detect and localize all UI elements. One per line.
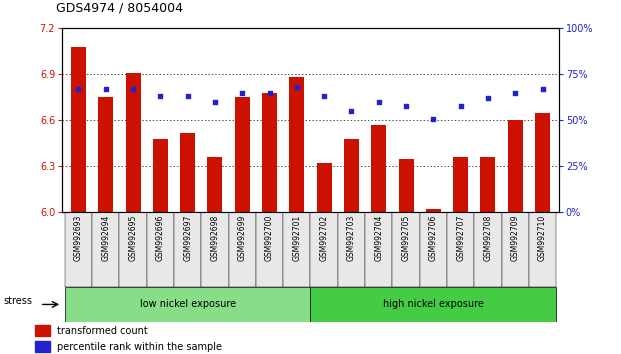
Bar [65, 287, 310, 322]
Bar [317, 163, 332, 212]
Bar [508, 120, 523, 212]
Text: low nickel exposure: low nickel exposure [140, 299, 236, 309]
Text: GSM992702: GSM992702 [320, 215, 329, 261]
Point [73, 86, 83, 92]
Point [538, 86, 548, 92]
Bar [310, 212, 338, 287]
Text: percentile rank within the sample: percentile rank within the sample [57, 342, 222, 352]
Bar [201, 212, 229, 287]
Bar [447, 212, 474, 287]
Text: GSM992706: GSM992706 [429, 215, 438, 261]
Point [510, 90, 520, 96]
Bar [256, 212, 283, 287]
Bar [338, 212, 365, 287]
Text: GSM992705: GSM992705 [402, 215, 410, 261]
Bar [98, 97, 113, 212]
Text: GSM992699: GSM992699 [238, 215, 247, 261]
Point [265, 90, 274, 96]
Point [155, 93, 165, 99]
Text: GSM992710: GSM992710 [538, 215, 547, 261]
Point [456, 103, 466, 108]
Bar [153, 139, 168, 212]
Bar [180, 133, 195, 212]
Bar [392, 212, 420, 287]
Bar [262, 93, 277, 212]
Text: GSM992707: GSM992707 [456, 215, 465, 261]
Text: GDS4974 / 8054004: GDS4974 / 8054004 [56, 1, 183, 14]
Text: transformed count: transformed count [57, 326, 148, 336]
Text: stress: stress [3, 296, 32, 306]
Text: GSM992693: GSM992693 [74, 215, 83, 261]
Point [292, 84, 302, 90]
Bar [474, 212, 502, 287]
Point [210, 99, 220, 105]
Bar [453, 157, 468, 212]
Bar [119, 212, 147, 287]
Point [128, 86, 138, 92]
Bar [502, 212, 529, 287]
Bar [529, 212, 556, 287]
Bar [92, 212, 119, 287]
Bar [35, 325, 50, 336]
Point [237, 90, 247, 96]
Bar [289, 78, 304, 212]
Text: GSM992695: GSM992695 [129, 215, 138, 261]
Bar [481, 157, 496, 212]
Bar [147, 212, 174, 287]
Bar [371, 125, 386, 212]
Bar [207, 157, 222, 212]
Text: GSM992703: GSM992703 [347, 215, 356, 261]
Bar [344, 139, 359, 212]
Bar [125, 73, 140, 212]
Point [347, 108, 356, 114]
Text: GSM992698: GSM992698 [211, 215, 219, 261]
Point [483, 96, 493, 101]
Bar [399, 159, 414, 212]
Point [428, 116, 438, 121]
Point [374, 99, 384, 105]
Point [401, 103, 411, 108]
Bar [71, 47, 86, 212]
Text: high nickel exposure: high nickel exposure [383, 299, 484, 309]
Text: GSM992700: GSM992700 [265, 215, 274, 261]
Bar [174, 212, 201, 287]
Bar [535, 113, 550, 212]
Text: GSM992701: GSM992701 [292, 215, 301, 261]
Bar [420, 212, 447, 287]
Point [319, 93, 329, 99]
Text: GSM992704: GSM992704 [374, 215, 383, 261]
Bar [283, 212, 310, 287]
Point [183, 93, 193, 99]
Text: GSM992708: GSM992708 [483, 215, 492, 261]
Bar [365, 212, 392, 287]
Bar [229, 212, 256, 287]
Text: GSM992697: GSM992697 [183, 215, 192, 261]
Bar [65, 212, 92, 287]
Bar [310, 287, 556, 322]
Text: GSM992709: GSM992709 [510, 215, 520, 261]
Bar [426, 209, 441, 212]
Point [101, 86, 111, 92]
Text: GSM992694: GSM992694 [101, 215, 111, 261]
Bar [235, 97, 250, 212]
Text: GSM992696: GSM992696 [156, 215, 165, 261]
Bar [35, 341, 50, 353]
